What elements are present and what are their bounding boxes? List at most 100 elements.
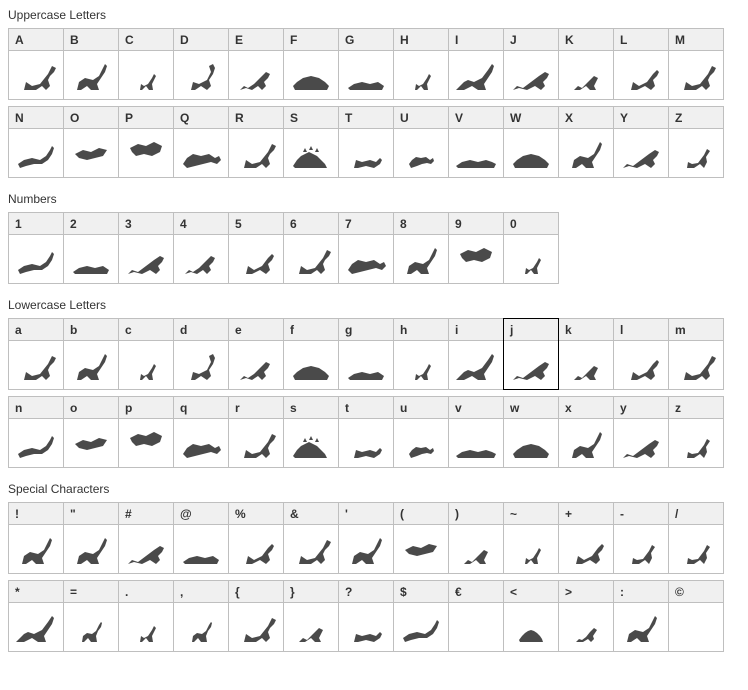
glyph-cell[interactable]: (	[393, 502, 449, 574]
glyph-cell[interactable]: %	[228, 502, 284, 574]
glyph-cell[interactable]: ~	[503, 502, 559, 574]
glyph-cell[interactable]: $	[393, 580, 449, 652]
glyph-cell[interactable]: }	[283, 580, 339, 652]
dinosaur-glyph-icon	[394, 525, 448, 573]
glyph-cell[interactable]: ,	[173, 580, 229, 652]
glyph-cell[interactable]: z	[668, 396, 724, 468]
glyph-label: p	[119, 397, 173, 419]
glyph-cell[interactable]: v	[448, 396, 504, 468]
glyph-cell[interactable]: T	[338, 106, 394, 178]
glyph-cell[interactable]: -	[613, 502, 669, 574]
glyph-cell[interactable]: u	[393, 396, 449, 468]
dinosaur-glyph-icon	[449, 419, 503, 467]
dinosaur-glyph-icon	[229, 419, 283, 467]
glyph-cell[interactable]: f	[283, 318, 339, 390]
glyph-cell[interactable]: 7	[338, 212, 394, 284]
glyph-cell[interactable]: ©	[668, 580, 724, 652]
glyph-cell[interactable]: @	[173, 502, 229, 574]
glyph-cell[interactable]: o	[63, 396, 119, 468]
glyph-cell[interactable]: 1	[8, 212, 64, 284]
glyph-cell[interactable]: Q	[173, 106, 229, 178]
glyph-label: <	[504, 581, 558, 603]
glyph-cell[interactable]: 6	[283, 212, 339, 284]
glyph-cell[interactable]: x	[558, 396, 614, 468]
glyph-cell[interactable]: €	[448, 580, 504, 652]
glyph-cell[interactable]: U	[393, 106, 449, 178]
glyph-cell[interactable]: D	[173, 28, 229, 100]
glyph-cell[interactable]: d	[173, 318, 229, 390]
glyph-label: A	[9, 29, 63, 51]
glyph-cell[interactable]: "	[63, 502, 119, 574]
glyph-cell[interactable]: h	[393, 318, 449, 390]
glyph-cell[interactable]: L	[613, 28, 669, 100]
glyph-cell[interactable]: J	[503, 28, 559, 100]
glyph-cell[interactable]: i	[448, 318, 504, 390]
glyph-cell[interactable]: g	[338, 318, 394, 390]
glyph-cell[interactable]: b	[63, 318, 119, 390]
glyph-label: T	[339, 107, 393, 129]
glyph-cell[interactable]: n	[8, 396, 64, 468]
glyph-cell[interactable]: 9	[448, 212, 504, 284]
glyph-cell[interactable]: R	[228, 106, 284, 178]
glyph-cell[interactable]: W	[503, 106, 559, 178]
glyph-cell[interactable]: &	[283, 502, 339, 574]
glyph-cell[interactable]: <	[503, 580, 559, 652]
glyph-cell[interactable]: /	[668, 502, 724, 574]
glyph-cell[interactable]: M	[668, 28, 724, 100]
glyph-cell[interactable]: O	[63, 106, 119, 178]
glyph-label: x	[559, 397, 613, 419]
glyph-cell[interactable]: X	[558, 106, 614, 178]
glyph-cell[interactable]: B	[63, 28, 119, 100]
glyph-cell[interactable]: ?	[338, 580, 394, 652]
glyph-label: 5	[229, 213, 283, 235]
glyph-cell[interactable]: l	[613, 318, 669, 390]
dinosaur-glyph-icon	[174, 51, 228, 99]
glyph-cell[interactable]: c	[118, 318, 174, 390]
glyph-cell[interactable]: G	[338, 28, 394, 100]
glyph-cell[interactable]: C	[118, 28, 174, 100]
glyph-cell[interactable]: S	[283, 106, 339, 178]
glyph-cell[interactable]: y	[613, 396, 669, 468]
glyph-cell[interactable]: V	[448, 106, 504, 178]
glyph-cell[interactable]: E	[228, 28, 284, 100]
glyph-row: nopqrstuvwxyz	[8, 396, 740, 468]
glyph-cell[interactable]: >	[558, 580, 614, 652]
glyph-cell[interactable]: P	[118, 106, 174, 178]
glyph-cell[interactable]: 0	[503, 212, 559, 284]
glyph-cell[interactable]: 4	[173, 212, 229, 284]
glyph-cell[interactable]: .	[118, 580, 174, 652]
glyph-cell[interactable]: 8	[393, 212, 449, 284]
glyph-cell[interactable]: r	[228, 396, 284, 468]
glyph-cell[interactable]: e	[228, 318, 284, 390]
glyph-cell[interactable]: k	[558, 318, 614, 390]
glyph-cell[interactable]: t	[338, 396, 394, 468]
glyph-cell[interactable]: '	[338, 502, 394, 574]
glyph-cell[interactable]: m	[668, 318, 724, 390]
glyph-cell[interactable]: w	[503, 396, 559, 468]
glyph-cell[interactable]: N	[8, 106, 64, 178]
glyph-cell[interactable]: 2	[63, 212, 119, 284]
glyph-cell[interactable]: a	[8, 318, 64, 390]
glyph-cell[interactable]: {	[228, 580, 284, 652]
glyph-cell[interactable]: :	[613, 580, 669, 652]
glyph-cell[interactable]: 5	[228, 212, 284, 284]
glyph-cell[interactable]: )	[448, 502, 504, 574]
glyph-cell[interactable]: #	[118, 502, 174, 574]
glyph-cell[interactable]: 3	[118, 212, 174, 284]
glyph-cell[interactable]: I	[448, 28, 504, 100]
glyph-cell[interactable]: K	[558, 28, 614, 100]
glyph-cell[interactable]: =	[63, 580, 119, 652]
glyph-cell[interactable]: +	[558, 502, 614, 574]
glyph-cell[interactable]: *	[8, 580, 64, 652]
glyph-cell[interactable]: j	[503, 318, 559, 390]
glyph-cell[interactable]: q	[173, 396, 229, 468]
dinosaur-glyph-icon	[449, 525, 503, 573]
glyph-cell[interactable]: Z	[668, 106, 724, 178]
glyph-cell[interactable]: !	[8, 502, 64, 574]
glyph-cell[interactable]: p	[118, 396, 174, 468]
glyph-cell[interactable]: A	[8, 28, 64, 100]
glyph-cell[interactable]: s	[283, 396, 339, 468]
glyph-cell[interactable]: Y	[613, 106, 669, 178]
glyph-cell[interactable]: F	[283, 28, 339, 100]
glyph-cell[interactable]: H	[393, 28, 449, 100]
